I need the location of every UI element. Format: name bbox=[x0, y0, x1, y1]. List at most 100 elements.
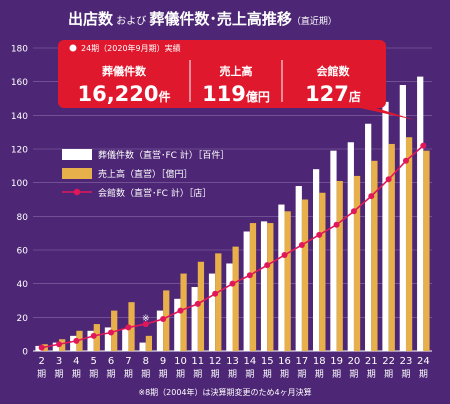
x-tick-suffix: 期 bbox=[211, 369, 220, 380]
y-tick-label: 160 bbox=[11, 78, 28, 88]
line-layer bbox=[38, 142, 427, 351]
x-tick-suffix: 期 bbox=[349, 369, 358, 380]
bar-funerals bbox=[365, 123, 372, 351]
y-tick-label: 80 bbox=[17, 213, 29, 223]
y-tick-label: 120 bbox=[11, 146, 28, 156]
x-tick-suffix: 期 bbox=[297, 369, 306, 380]
bar-funerals bbox=[139, 342, 146, 351]
x-tick-suffix: 期 bbox=[263, 369, 272, 380]
x-tick-label: 21 bbox=[365, 356, 378, 367]
bar-funerals bbox=[399, 85, 406, 352]
bar-funerals bbox=[174, 298, 181, 351]
bar-funerals bbox=[156, 310, 164, 351]
y-tick-label: 40 bbox=[17, 280, 29, 290]
bar-sales bbox=[163, 290, 170, 351]
bar-sales bbox=[232, 246, 239, 351]
bar-funerals bbox=[330, 150, 337, 351]
y-tick-label: 20 bbox=[17, 314, 29, 324]
x-tick-suffix: 期 bbox=[367, 369, 376, 380]
bar-funerals bbox=[52, 342, 60, 351]
point-halls bbox=[333, 221, 340, 228]
bar-sales bbox=[301, 199, 309, 351]
callout-label-halls: 会館数 bbox=[317, 64, 351, 78]
callout-value-funerals: 16,220件 bbox=[77, 82, 170, 106]
x-tick-suffix: 期 bbox=[401, 369, 410, 380]
x-tick-suffix: 期 bbox=[37, 369, 46, 380]
point-halls bbox=[264, 262, 271, 269]
point-halls bbox=[142, 321, 149, 328]
x-tick-suffix: 期 bbox=[384, 369, 393, 380]
bar-funerals bbox=[87, 330, 94, 351]
x-tick-suffix: 期 bbox=[107, 369, 116, 380]
bar-funerals bbox=[295, 186, 302, 351]
bar-funerals bbox=[226, 263, 233, 351]
footnote: ※8期（2004年）は決算期変更のため4ヶ月決算 bbox=[138, 387, 311, 397]
x-tick-label: 12 bbox=[209, 356, 222, 367]
point-halls bbox=[281, 252, 288, 259]
callout-label-funerals: 葬儀件数 bbox=[102, 64, 147, 78]
point-halls bbox=[194, 300, 201, 307]
bar-funerals bbox=[278, 204, 285, 351]
x-tick-suffix: 期 bbox=[315, 369, 324, 380]
point-halls bbox=[73, 337, 80, 344]
x-tick-label: 18 bbox=[313, 356, 326, 367]
bar-funerals bbox=[382, 101, 389, 351]
bar-sales bbox=[215, 253, 222, 351]
bar-sales bbox=[93, 324, 100, 351]
callout-label-sales: 売上高 bbox=[220, 64, 253, 78]
point-halls bbox=[350, 208, 357, 215]
bar-sales bbox=[353, 175, 361, 351]
x-tick-label: 13 bbox=[226, 356, 239, 367]
asterisk-marker: ※ bbox=[142, 314, 150, 324]
legend-marker-halls bbox=[73, 188, 81, 196]
x-tick-label: 2 bbox=[38, 356, 44, 367]
x-tick-label: 6 bbox=[108, 356, 114, 367]
x-tick-suffix: 期 bbox=[159, 369, 168, 380]
x-tick-label: 24 bbox=[417, 356, 430, 367]
bar-funerals bbox=[312, 169, 320, 351]
bar-funerals bbox=[104, 327, 112, 351]
point-halls bbox=[368, 193, 375, 200]
x-tick-label: 17 bbox=[296, 356, 309, 367]
point-halls bbox=[385, 176, 392, 183]
x-tick-label: 19 bbox=[330, 356, 343, 367]
bar-funerals bbox=[70, 335, 77, 351]
point-halls bbox=[316, 231, 323, 238]
x-tick-label: 10 bbox=[174, 356, 187, 367]
bar-funerals bbox=[191, 287, 198, 351]
x-tick-label: 20 bbox=[348, 356, 361, 367]
chart-title: 出店数 および 葬儀件数･売上高推移（直近期） bbox=[68, 10, 337, 28]
bar-sales bbox=[284, 211, 291, 351]
y-tick-label: 100 bbox=[11, 179, 28, 189]
bar-sales bbox=[371, 160, 378, 351]
bar-sales bbox=[197, 261, 205, 351]
point-halls bbox=[298, 241, 305, 248]
callout-background bbox=[58, 40, 386, 108]
legend-label-halls: 会館数（直営･FC 計）［店］ bbox=[98, 187, 211, 199]
point-halls bbox=[229, 280, 236, 287]
x-tick-suffix: 期 bbox=[280, 369, 289, 380]
bar-sales bbox=[319, 192, 326, 351]
point-halls bbox=[177, 307, 184, 314]
x-tick-label: 3 bbox=[56, 356, 62, 367]
bar-funerals bbox=[417, 76, 424, 351]
x-tick-suffix: 期 bbox=[55, 369, 64, 380]
x-tick-suffix: 期 bbox=[193, 369, 202, 380]
x-tick-label: 16 bbox=[278, 356, 291, 367]
y-tick-label: 60 bbox=[17, 247, 29, 257]
y-tick-label: 180 bbox=[11, 45, 28, 55]
y-tick-label: 140 bbox=[11, 112, 28, 122]
x-tick-label: 14 bbox=[243, 356, 256, 367]
legend-label-sales: 売上高（直営）［億円］ bbox=[98, 168, 193, 180]
bar-sales bbox=[59, 339, 66, 351]
bar-funerals bbox=[347, 142, 354, 351]
x-tick-label: 22 bbox=[382, 356, 395, 367]
bar-sales bbox=[249, 223, 257, 351]
point-halls bbox=[56, 341, 63, 348]
bar-sales bbox=[405, 137, 413, 351]
x-axis: 2期3期4期5期6期7期8期9期10期11期12期13期14期15期16期17期… bbox=[37, 356, 430, 380]
point-halls bbox=[402, 157, 409, 164]
x-tick-suffix: 期 bbox=[228, 369, 237, 380]
